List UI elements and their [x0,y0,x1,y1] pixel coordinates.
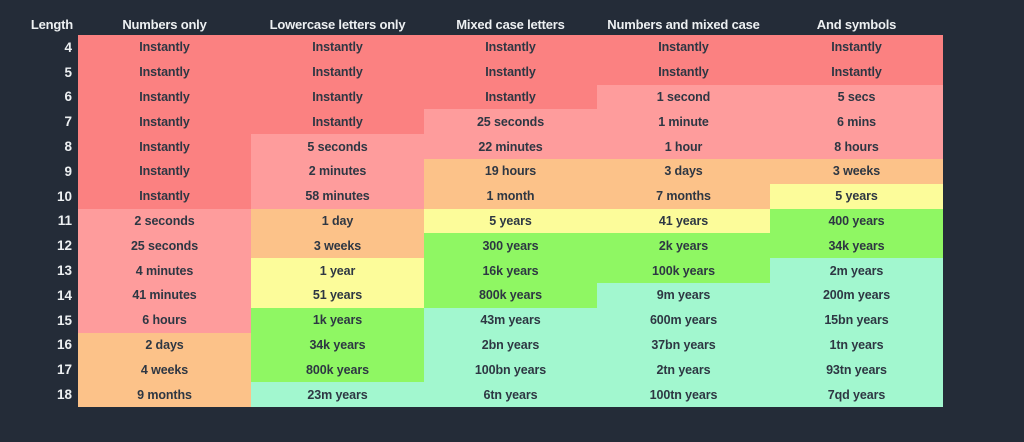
time-cell: 1 year [251,258,424,283]
time-cell: 41 minutes [78,282,251,308]
time-cell: Instantly [424,84,597,110]
time-cell: 100k years [597,258,770,283]
time-cell: 6tn years [424,382,597,407]
row-length-label: 17 [56,362,72,378]
row-length-label: 12 [56,238,72,254]
time-cell: 19 hours [424,158,597,184]
time-cell: 1 minute [597,109,770,135]
row-length-label: 5 [64,64,72,80]
time-cell: 7 months [597,183,770,209]
time-cell: 200m years [770,282,943,308]
time-cell: Instantly [78,158,251,184]
time-cell: 22 minutes [424,134,597,159]
row-length-label: 15 [56,312,72,328]
row-length-label: 18 [56,387,72,403]
time-cell: 9m years [597,282,770,308]
time-cell: 5 secs [770,84,943,110]
time-cell: 1k years [251,307,424,333]
time-cell: 16k years [424,258,597,283]
time-cell: 6 hours [78,307,251,333]
time-cell: 34k years [251,332,424,358]
time-cell: 41 years [597,208,770,234]
row-length-label: 6 [64,89,72,105]
time-cell: 400 years [770,208,943,234]
time-cell: 300 years [424,233,597,259]
time-cell: 7qd years [770,382,943,407]
time-cell: 2bn years [424,332,597,358]
time-cell: 25 seconds [78,233,251,259]
time-cell: Instantly [251,35,424,60]
time-cell: 93tn years [770,357,943,383]
time-cell: Instantly [78,183,251,209]
time-cell: 51 years [251,282,424,308]
time-cell: 800k years [424,282,597,308]
time-cell: 600m years [597,307,770,333]
time-cell: 58 minutes [251,183,424,209]
time-cell: Instantly [424,35,597,60]
column-header-mixed-case-letters: Mixed case letters [456,17,565,32]
time-cell: 34k years [770,233,943,259]
time-cell: 8 hours [770,134,943,159]
time-cell: 4 minutes [78,258,251,283]
time-cell: 100tn years [597,382,770,407]
row-length-label: 4 [64,39,72,55]
time-cell: 37bn years [597,332,770,358]
time-cell: 1 day [251,208,424,234]
time-cell: Instantly [78,59,251,85]
time-cell: 100bn years [424,357,597,383]
time-cell: 5 years [770,183,943,209]
time-cell: Instantly [251,59,424,85]
time-cell: 2 days [78,332,251,358]
time-cell: 15bn years [770,307,943,333]
time-cell: 2m years [770,258,943,283]
time-cell: Instantly [78,84,251,110]
time-cell: 3 weeks [251,233,424,259]
time-cell: Instantly [597,59,770,85]
row-length-label: 7 [64,114,72,130]
time-cell: 1tn years [770,332,943,358]
time-cell: 4 weeks [78,357,251,383]
time-cell: 2tn years [597,357,770,383]
column-header-lowercase-letters-only: Lowercase letters only [269,17,406,32]
column-header-numbers-only: Numbers only [122,17,207,32]
time-cell: 2 minutes [251,158,424,184]
column-header-numbers-and-mixed-case: Numbers and mixed case [607,17,760,32]
time-cell: 1 second [597,84,770,110]
time-cell: 23m years [251,382,424,407]
row-length-label: 10 [56,188,72,204]
time-cell: Instantly [251,109,424,135]
time-cell: 1 month [424,183,597,209]
time-cell: 2 seconds [78,208,251,234]
time-cell: 3 weeks [770,158,943,184]
time-cell: 5 years [424,208,597,234]
time-cell: Instantly [78,134,251,159]
column-header-and-symbols: And symbols [816,17,897,32]
table-grid: Length Numbers only Lowercase letters on… [0,13,943,407]
time-cell: Instantly [424,59,597,85]
time-cell: Instantly [597,35,770,60]
time-cell: Instantly [251,84,424,110]
time-cell: Instantly [770,35,943,60]
column-header-length: Length [30,17,73,32]
row-length-label: 14 [56,287,72,303]
row-length-label: 9 [64,163,72,179]
row-length-label: 8 [64,139,72,155]
time-cell: 5 seconds [251,134,424,159]
time-cell: Instantly [770,59,943,85]
time-cell: 9 months [78,382,251,407]
time-cell: 800k years [251,357,424,383]
time-cell: 25 seconds [424,109,597,135]
time-cell: 3 days [597,158,770,184]
time-cell: 1 hour [597,134,770,159]
time-cell: 43m years [424,307,597,333]
time-cell: 6 mins [770,109,943,135]
row-length-label: 16 [56,337,72,353]
time-cell: Instantly [78,35,251,60]
time-cell: Instantly [78,109,251,135]
row-length-label: 13 [56,263,72,279]
row-length-label: 11 [57,213,72,229]
time-cell: 2k years [597,233,770,259]
